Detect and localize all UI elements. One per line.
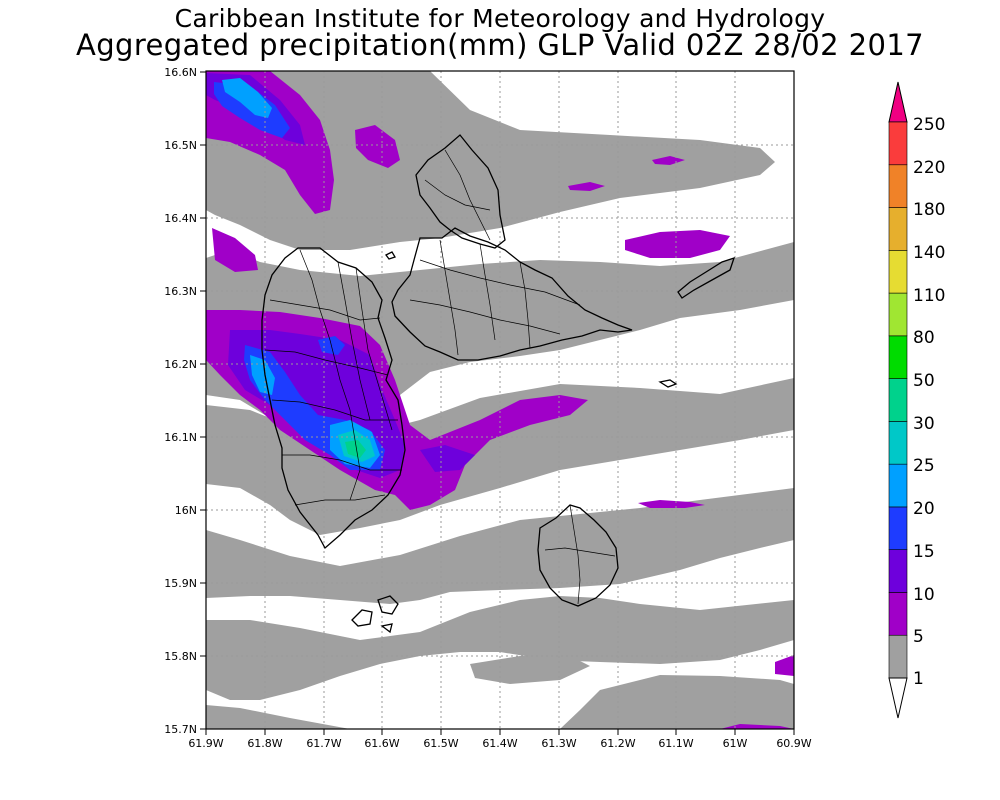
colorbar-swatch	[888, 378, 908, 422]
title-line-2: Aggregated precipitation(mm) GLP Valid 0…	[75, 28, 925, 62]
lon-label: 61.5W	[423, 737, 458, 750]
colorbar-label: 250	[913, 115, 945, 135]
colorbar-label: 80	[913, 328, 935, 348]
colorbar: 1 5 10 15 20 25 30 50 80 110 140 180 220…	[888, 81, 945, 719]
island-outlines	[261, 134, 736, 634]
lon-label: 60.9W	[776, 737, 811, 750]
colorbar-label: 140	[913, 243, 945, 263]
lon-label: 61W	[723, 737, 748, 750]
lat-label: 15.9N	[164, 577, 197, 590]
la-desirade-outline	[677, 256, 736, 299]
lon-label: 61.8W	[247, 737, 282, 750]
basse-terre-outline	[261, 247, 406, 550]
colorbar-swatch	[888, 121, 908, 166]
lat-label: 16.4N	[164, 212, 197, 225]
colorbar-swatch	[888, 164, 908, 208]
colorbar-label: 110	[913, 286, 945, 306]
lon-label: 61.2W	[600, 737, 635, 750]
lon-label: 61.1W	[658, 737, 693, 750]
colorbar-swatch	[888, 250, 908, 294]
colorbar-boxes	[888, 121, 908, 679]
colorbar-label: 50	[913, 371, 935, 391]
colorbar-label: 25	[913, 456, 935, 476]
lat-label: 16.1N	[164, 431, 197, 444]
lat-label: 16.5N	[164, 139, 197, 152]
lat-label: 16N	[175, 504, 197, 517]
colorbar-label: 220	[913, 158, 945, 178]
petite-terre-outline	[658, 379, 678, 388]
colorbar-swatch	[888, 634, 908, 679]
small-islet-outline	[385, 251, 396, 260]
title-line-1: Caribbean Institute for Meteorology and …	[174, 4, 826, 33]
lon-label: 61.6W	[364, 737, 399, 750]
colorbar-top-arrow	[888, 81, 908, 123]
map-gridlines	[206, 71, 794, 729]
colorbar-label: 15	[913, 542, 935, 562]
lat-label: 16.2N	[164, 358, 197, 371]
les-saintes-outline	[351, 595, 399, 634]
colorbar-swatch	[888, 335, 908, 379]
colorbar-bottom-arrow	[888, 677, 908, 719]
colorbar-labels: 1 5 10 15 20 25 30 50 80 110 140 180 220…	[913, 115, 945, 689]
lat-label: 15.7N	[164, 723, 197, 736]
lat-label: 16.6N	[164, 66, 197, 79]
grande-terre-outline	[391, 227, 633, 361]
lon-label: 61.4W	[482, 737, 517, 750]
lat-tick-marks	[200, 71, 206, 730]
colorbar-label: 1	[913, 669, 924, 689]
colorbar-label: 180	[913, 200, 945, 220]
colorbar-label: 20	[913, 499, 935, 519]
lat-label: 15.8N	[164, 650, 197, 663]
lon-label: 61.3W	[541, 737, 576, 750]
colorbar-swatch	[888, 463, 908, 508]
commune-boundaries	[264, 149, 616, 605]
lat-labels: 16.6N 16.5N 16.4N 16.3N 16.2N 16.1N 16N …	[164, 66, 197, 736]
colorbar-swatch	[888, 592, 908, 636]
lon-labels: 61.9W 61.8W 61.7W 61.6W 61.5W 61.4W 61.3…	[188, 737, 811, 750]
lon-tick-marks	[205, 729, 795, 735]
precipitation-field	[206, 71, 794, 729]
lon-label: 61.7W	[306, 737, 341, 750]
colorbar-swatch	[888, 421, 908, 465]
lon-label: 61.9W	[188, 737, 223, 750]
marie-galante-outline	[537, 504, 619, 607]
grande-terre-north-outline	[415, 134, 506, 249]
colorbar-swatch	[888, 506, 908, 550]
colorbar-swatch	[888, 292, 908, 337]
precip-band-30-50mm	[345, 440, 366, 458]
colorbar-swatch	[888, 207, 908, 251]
colorbar-label: 30	[913, 414, 935, 434]
colorbar-label: 10	[913, 585, 935, 605]
colorbar-swatch	[888, 549, 908, 593]
colorbar-label: 5	[913, 627, 924, 647]
lat-label: 16.3N	[164, 285, 197, 298]
